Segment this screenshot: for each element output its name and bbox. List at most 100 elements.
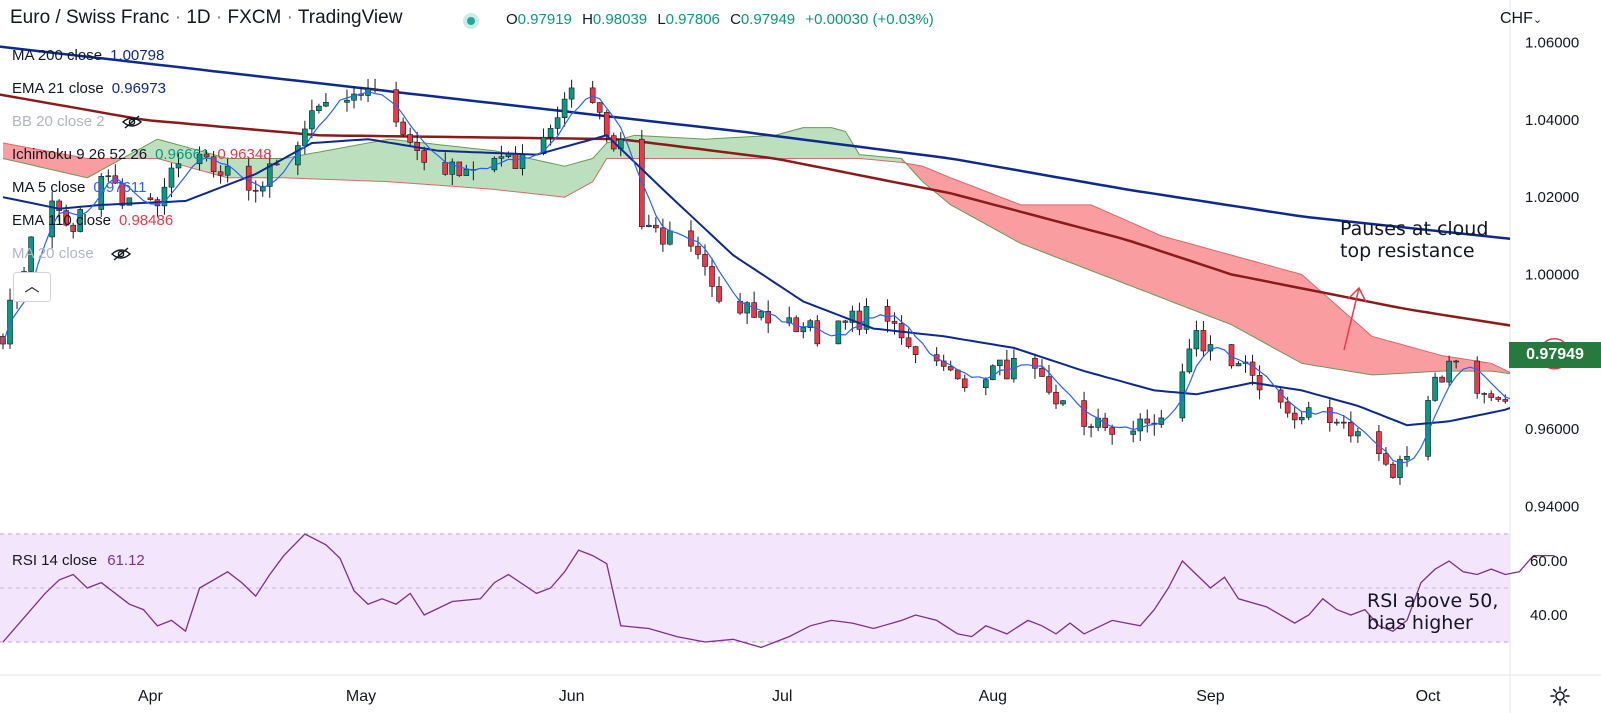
candle-body [1481,393,1488,395]
candle-body [1397,459,1403,478]
candle-body [589,87,596,103]
candle-body [1193,330,1200,350]
candle-body [1186,348,1193,373]
candle-body [1495,397,1502,400]
candle-body [98,176,105,210]
candle-body [554,117,561,129]
candle-body [316,105,322,112]
legend-value: 0.96661 [155,146,210,163]
candle-body [1488,393,1495,398]
candle-body [463,169,470,176]
ichimoku-span-a [2,127,1510,376]
hidden-eye-icon[interactable] [121,114,143,130]
candle-body [56,200,62,211]
candle-body [421,150,428,163]
market-status-icon[interactable] [463,13,479,29]
legend-row[interactable]: MA 20 close [12,245,132,262]
currency-selector[interactable]: CHF⌄ [1500,10,1543,27]
candle-body [217,171,224,176]
candle-body [1298,416,1305,421]
candle-body [1545,368,1550,375]
ichimoku-cloud-segment [122,127,902,198]
time-axis-label: May [346,688,376,705]
candle-body [1355,431,1361,437]
candle-body [1235,363,1242,367]
candle-body [835,320,842,345]
price-axis-label: 1.06000 [1525,35,1579,52]
candle-body [28,236,34,272]
ma5-line [2,90,1510,464]
candle-body [912,346,919,355]
candle-body [519,153,526,169]
candle-body [842,320,849,323]
time-axis-label: Oct [1416,688,1441,705]
candle-body [758,311,764,318]
candle-body [1109,427,1115,435]
candle-body [252,189,259,192]
price-axis-label: 1.00000 [1525,266,1579,283]
candle-body [765,311,771,324]
cloud-arrow [1343,287,1360,351]
candle-body [1474,360,1480,394]
legend-name: EMA 21 close [12,80,104,97]
legend-row[interactable]: EMA 110 close 0.98486 [12,212,181,229]
legend-row[interactable]: Ichimoku 9 26 52 26 0.96661 0.96348 [12,146,280,163]
legend-row[interactable]: MA 200 close 1.00798 [12,47,172,64]
rsi-axis-label: 40.00 [1530,607,1568,624]
candle-body [266,163,273,187]
candle-body [1341,421,1347,424]
symbol-title[interactable]: Euro / Swiss Franc · 1D · FXCM · Trading… [10,7,403,28]
cloud-annotation: Pauses at cloud top resistance [1340,218,1489,262]
candle-body [961,378,968,389]
candle-body [1538,376,1543,384]
candle-body [1249,361,1256,376]
candle-body [161,186,168,207]
candle-body [512,153,519,169]
candle-body [1348,421,1354,437]
candle-body [1137,418,1144,432]
candle-body [63,210,69,226]
candle-body [309,110,315,130]
legend-name: MA 5 close [12,179,86,196]
candle-body [716,286,722,302]
cloud-arrow-head [1347,286,1367,303]
candle-body [259,186,266,192]
legend-row[interactable]: EMA 21 close 0.96973 [12,80,174,97]
candle-body [1425,400,1431,457]
legend-name: BB 20 close 2 [12,113,105,130]
candle-body [702,254,708,267]
candle-body [442,162,449,175]
legend-row[interactable]: BB 20 close 2 [12,113,143,130]
ichimoku-span-b [2,142,1510,373]
candle-body [372,88,378,91]
candle-body [449,161,456,175]
candle-body [1531,375,1536,383]
chevron-down-icon: ⌄ [1532,14,1543,26]
candle-body [407,134,413,143]
candle-body [1046,376,1052,393]
candle-body [667,230,673,245]
collapse-legend-button[interactable]: ︿ [13,272,51,302]
candle-body [147,197,154,200]
candle-body [224,165,231,176]
candle-body [1432,376,1438,401]
candle-body [751,302,757,318]
ema110-line [0,93,1510,327]
legend-name: MA 20 close [12,245,94,262]
candle-body [891,320,898,324]
rsi-value: 61.12 [107,552,145,569]
hidden-eye-icon[interactable] [110,246,132,262]
candle-body [884,306,891,322]
candle-body [561,98,568,119]
ichimoku-cloud-segment [3,143,123,178]
legend-row[interactable]: MA 5 close 0.97611 [12,179,154,196]
candle-body [982,379,989,389]
candle-body [800,327,807,333]
rsi-legend[interactable]: RSI 14 close 61.12 [12,552,145,569]
settings-gear-icon[interactable] [1549,685,1571,707]
candle-body [49,200,55,238]
candle-body [1053,391,1059,405]
time-axis-label: Apr [138,688,164,705]
candle-body [1088,426,1094,428]
